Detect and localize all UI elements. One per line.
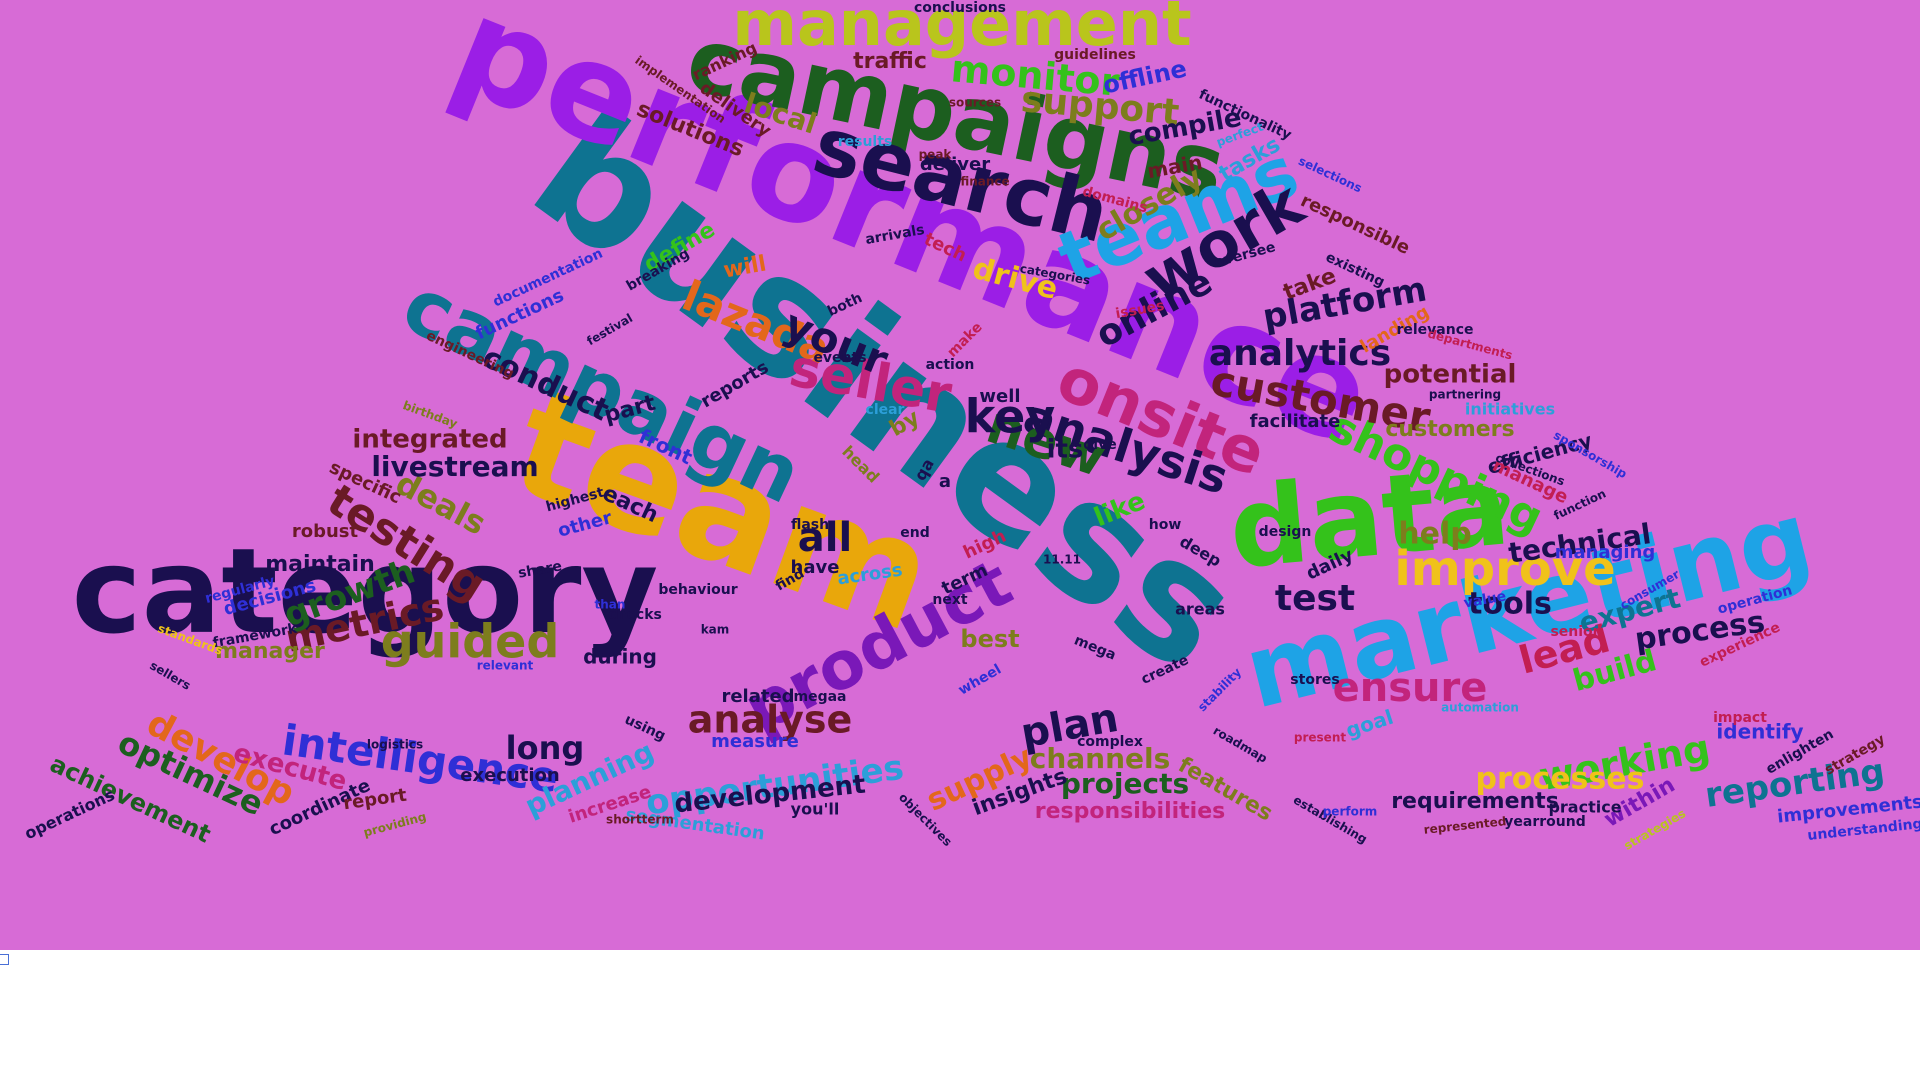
cloud-word-maintain: maintain bbox=[265, 552, 375, 577]
cloud-word-design: design bbox=[1259, 524, 1312, 540]
cloud-word-have: have bbox=[791, 557, 840, 578]
cloud-word-partnering: partnering bbox=[1429, 388, 1501, 402]
cloud-word-traffic: traffic bbox=[853, 49, 927, 74]
cloud-word-measure: measure bbox=[711, 731, 799, 752]
cloud-word-facilitate: facilitate bbox=[1250, 411, 1341, 432]
cloud-word-areas: areas bbox=[1175, 600, 1225, 619]
cloud-word-projects: projects bbox=[1061, 767, 1189, 800]
cloud-word-shortterm: shortterm bbox=[606, 813, 674, 827]
cloud-word-relevance: relevance bbox=[1396, 322, 1473, 338]
cloud-word-analyse: analyse bbox=[688, 698, 853, 742]
cloud-word-help: help bbox=[1398, 517, 1471, 552]
cloud-word-complex: complex bbox=[1077, 734, 1143, 750]
cloud-word-behaviour: behaviour bbox=[658, 582, 737, 598]
cloud-word-ensure: ensure bbox=[1333, 665, 1488, 711]
cloud-word-share: share bbox=[517, 558, 563, 581]
cloud-word-you-ll: you'll bbox=[791, 800, 840, 819]
cloud-word-senior: senior bbox=[1550, 624, 1599, 640]
cloud-word-robust: robust bbox=[292, 521, 359, 542]
cloud-word-events: events bbox=[813, 350, 866, 366]
cloud-word-peak: peak bbox=[919, 148, 953, 162]
cloud-word-tools: tools bbox=[1468, 587, 1552, 622]
cloud-word-during: during bbox=[583, 645, 657, 669]
cloud-word-value: value bbox=[1463, 588, 1508, 611]
cloud-word-customers: customers bbox=[1385, 417, 1514, 442]
cloud-word-clear: clear bbox=[866, 402, 905, 418]
cloud-word-stores: stores bbox=[1290, 672, 1339, 688]
cloud-word-identify: identify bbox=[1716, 720, 1803, 744]
cloud-word-livestream: livestream bbox=[371, 450, 538, 483]
cloud-word-processes: processes bbox=[1476, 762, 1645, 797]
cloud-word-megaa: megaa bbox=[794, 689, 847, 705]
cloud-word-present: present bbox=[1294, 731, 1346, 745]
cloud-word-analytics: analytics bbox=[1209, 333, 1391, 374]
cloud-word-dive: dive bbox=[1083, 437, 1116, 453]
cloud-word-management: management bbox=[732, 0, 1191, 60]
cloud-word-practice: practice bbox=[1548, 798, 1621, 817]
cloud-word-channels: channels bbox=[1030, 742, 1171, 775]
cloud-word-end: end bbox=[900, 525, 929, 541]
cloud-word-yearround: yearround bbox=[1504, 814, 1585, 830]
cloud-word-improve: improve bbox=[1394, 541, 1615, 597]
cloud-word-potential: potential bbox=[1384, 360, 1517, 390]
cloud-word-long: long bbox=[506, 729, 585, 767]
cloud-word-next: next bbox=[932, 592, 967, 608]
cloud-word-execution: execution bbox=[460, 765, 559, 786]
cloud-word-category: category bbox=[72, 522, 659, 660]
word-cloud-canvas: business performance team category marketing… bbox=[0, 0, 1920, 950]
cloud-word-11-11: 11.11 bbox=[1043, 553, 1081, 567]
cloud-word-related: related bbox=[721, 686, 794, 707]
cloud-word-manager: manager bbox=[215, 639, 325, 664]
cloud-word-logistics: logistics bbox=[367, 738, 423, 752]
cloud-word-perform: perform bbox=[1323, 805, 1378, 819]
cloud-word-finance: finance bbox=[960, 175, 1009, 189]
cloud-word-relevant: relevant bbox=[477, 659, 534, 673]
cloud-word-kam: kam bbox=[701, 623, 730, 637]
cloud-word-impact: impact bbox=[1713, 710, 1767, 726]
cloud-word-automation: automation bbox=[1441, 701, 1519, 715]
cloud-word-checks: checks bbox=[608, 607, 662, 623]
cloud-word-requirements: requirements bbox=[1391, 789, 1559, 814]
cloud-word-deliver: deliver bbox=[920, 154, 990, 175]
cloud-word-responsibilities: responsibilities bbox=[1035, 799, 1225, 824]
cloud-word-managing: managing bbox=[1555, 542, 1656, 563]
cloud-word-a: a bbox=[939, 471, 951, 492]
cloud-word-action: action bbox=[926, 357, 975, 373]
cloud-word-its: its bbox=[1047, 435, 1084, 465]
cloud-word-guided: guided bbox=[381, 615, 560, 669]
cloud-word-guidelines: guidelines bbox=[1054, 47, 1136, 63]
cloud-word-well: well bbox=[979, 386, 1020, 407]
cloud-word-integrated: integrated bbox=[352, 425, 507, 455]
cloud-word-sources: sources bbox=[949, 96, 1001, 110]
cloud-word-results: results bbox=[838, 134, 893, 150]
cloud-word-data: data bbox=[1224, 441, 1514, 593]
cloud-word-all: all bbox=[798, 515, 852, 561]
cloud-word-than: than bbox=[595, 598, 626, 612]
blank-lower-area bbox=[0, 950, 1920, 1080]
cloud-word-test: test bbox=[1275, 578, 1355, 619]
corner-checkbox[interactable] bbox=[0, 954, 9, 965]
cloud-word-flash: flash bbox=[791, 517, 829, 533]
word-cloud-background bbox=[0, 0, 1920, 950]
cloud-word-conclusions: conclusions bbox=[914, 0, 1006, 16]
cloud-word-best: best bbox=[960, 625, 1019, 653]
cloud-word-initiatives: initiatives bbox=[1465, 400, 1555, 419]
cloud-word-key: key bbox=[965, 390, 1056, 444]
cloud-word-how: how bbox=[1149, 517, 1182, 533]
